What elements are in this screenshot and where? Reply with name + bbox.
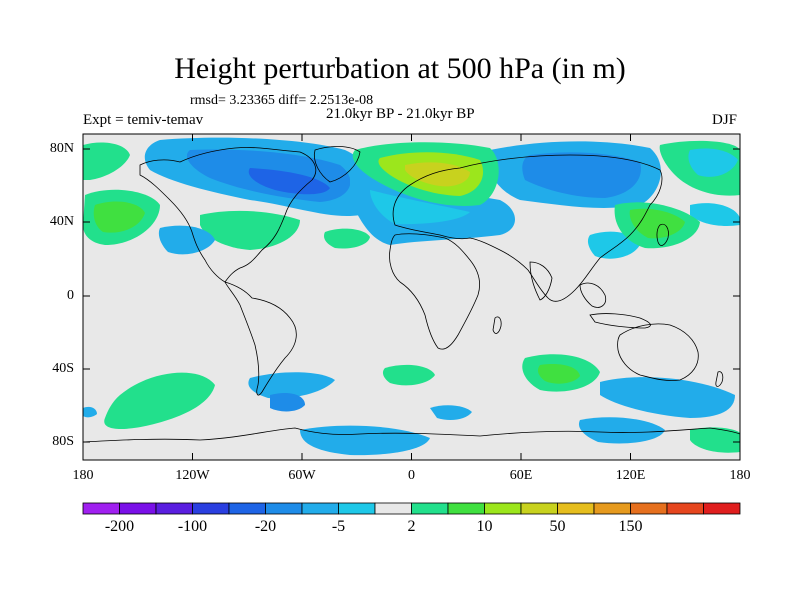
colorbar-swatch xyxy=(119,502,157,515)
colorbar-swatch xyxy=(228,502,266,515)
colorbar-swatch xyxy=(374,502,412,515)
colorbar-label: 2 xyxy=(407,518,416,535)
positive-anomaly-south-pacific xyxy=(104,372,215,430)
colorbar-swatch xyxy=(630,502,668,515)
lon-label: 60E xyxy=(509,468,533,483)
colorbar-swatch xyxy=(265,502,303,515)
lat-label: 80S xyxy=(52,434,74,449)
colorbar-swatch xyxy=(703,502,741,515)
lat-label: 0 xyxy=(67,288,74,303)
colorbar-label: -5 xyxy=(331,518,346,535)
colorbar-label: 10 xyxy=(476,518,493,535)
colorbar-label: -200 xyxy=(104,518,135,535)
lon-label: 180 xyxy=(72,468,94,483)
colorbar-swatch xyxy=(593,502,631,515)
colorbar xyxy=(82,502,741,515)
colorbar-label: -20 xyxy=(254,518,277,535)
colorbar-label: 150 xyxy=(618,518,643,535)
lat-label: 80N xyxy=(49,141,74,156)
colorbar-swatch xyxy=(301,502,339,515)
colorbar-swatch xyxy=(192,502,230,515)
colorbar-swatch xyxy=(411,502,449,515)
colorbar-swatch xyxy=(484,502,522,515)
stats-text: rmsd= 3.23365 diff= 2.2513e-08 xyxy=(190,93,374,108)
season-label: DJF xyxy=(712,112,738,128)
lon-label: 120E xyxy=(615,468,646,483)
lon-label: 120W xyxy=(175,468,210,483)
lat-label: 40N xyxy=(49,214,74,229)
lon-label: 60W xyxy=(288,468,316,483)
colorbar-swatch xyxy=(338,502,376,515)
plot-title: Height perturbation at 500 hPa (in m) xyxy=(174,52,626,85)
colorbar-label: 50 xyxy=(549,518,566,535)
colorbar-swatch xyxy=(82,502,120,515)
experiment-label: Expt = temiv-temav xyxy=(83,112,204,128)
colorbar-swatch xyxy=(447,502,485,515)
colorbar-swatch xyxy=(155,502,193,515)
contour-fills xyxy=(83,137,740,456)
lon-label: 180 xyxy=(729,468,751,483)
colorbar-swatch xyxy=(666,502,704,515)
colorbar-swatch xyxy=(557,502,595,515)
lon-label: 0 xyxy=(408,468,415,483)
lat-label: 40S xyxy=(52,361,74,376)
coastlines xyxy=(83,146,740,443)
axis-ticks xyxy=(82,134,741,460)
plot-subtitle: 21.0kyr BP - 21.0kyr BP xyxy=(326,106,475,122)
colorbar-swatch xyxy=(520,502,558,515)
colorbar-label: -100 xyxy=(177,518,208,535)
